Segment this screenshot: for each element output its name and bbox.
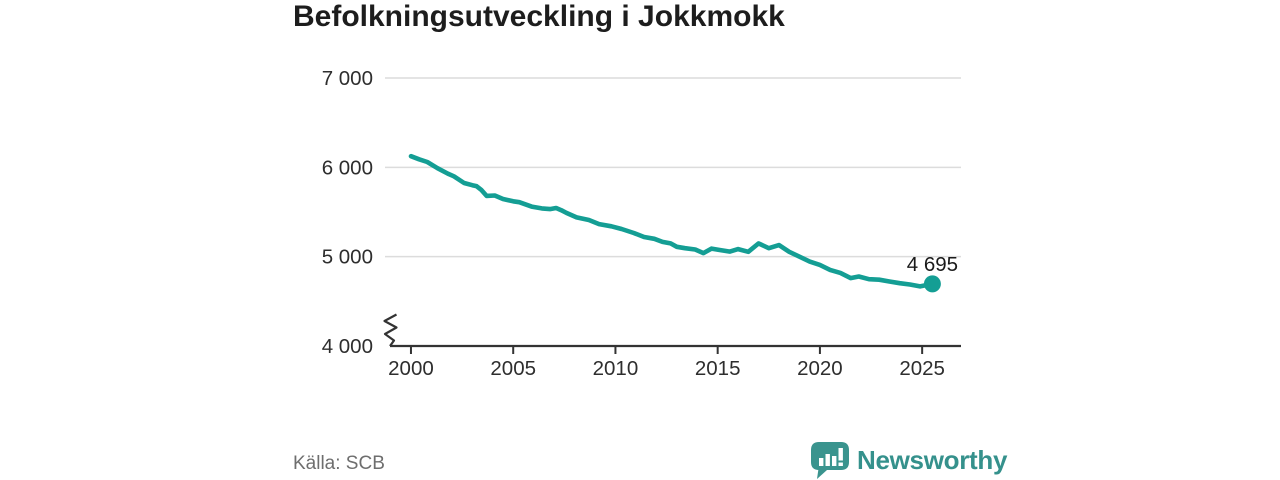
- x-axis-tick-label: 2005: [490, 357, 536, 380]
- y-axis-tick-label: 7 000: [322, 67, 373, 90]
- end-value-label: 4 695: [907, 253, 958, 276]
- x-axis-tick-label: 2015: [695, 357, 741, 380]
- newsworthy-logo: Newsworthy: [810, 441, 1007, 479]
- logo-bar-1: [819, 458, 824, 466]
- logo-bar-2: [825, 454, 830, 466]
- logo-exclamation-bar: [838, 448, 843, 461]
- newsworthy-brand-text: Newsworthy: [857, 444, 1008, 475]
- speech-bubble-shape: [811, 442, 849, 479]
- population-line: [408, 153, 935, 289]
- x-axis-tick-label: 2010: [593, 357, 639, 380]
- y-axis-tick-label: 5 000: [322, 246, 373, 269]
- source-label: Källa: SCB: [293, 453, 385, 474]
- logo-exclamation-dot: [838, 462, 843, 466]
- x-axis-tick-label: 2025: [899, 357, 945, 380]
- y-axis-tick-label: 6 000: [322, 156, 373, 179]
- chart-title: Befolkningsutveckling i Jokkmokk: [293, 0, 785, 33]
- axis-break-icon: [383, 313, 398, 347]
- y-axis-tick-label: 4 000: [322, 335, 373, 358]
- x-axis-tick-label: 2000: [388, 357, 434, 380]
- x-axis-tick-label: 2020: [797, 357, 843, 380]
- logo-bar-3: [832, 456, 837, 466]
- newsworthy-logo-icon: [811, 442, 849, 479]
- end-point-dot: [923, 275, 941, 293]
